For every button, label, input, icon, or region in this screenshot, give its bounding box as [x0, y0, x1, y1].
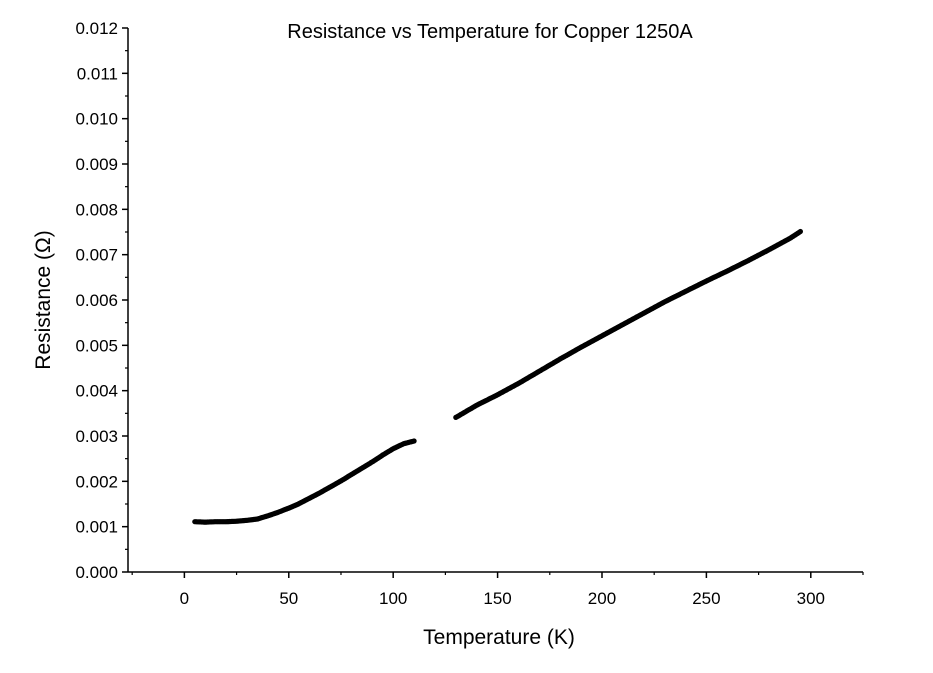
- y-tick-label: 0.012: [75, 19, 118, 38]
- x-tick-label: 50: [279, 589, 298, 608]
- data-point: [411, 438, 417, 444]
- x-tick-label: 0: [180, 589, 189, 608]
- y-tick-label: 0.002: [75, 472, 118, 491]
- y-tick-label: 0.003: [75, 427, 118, 446]
- x-tick-label: 150: [483, 589, 511, 608]
- axes: [127, 28, 863, 573]
- x-axis-title: Temperature (K): [423, 626, 575, 649]
- x-tick-label: 250: [692, 589, 720, 608]
- y-tick-label: 0.005: [75, 336, 118, 355]
- y-tick-label: 0.006: [75, 291, 118, 310]
- data-points: [192, 228, 804, 525]
- y-tick-label: 0.000: [75, 563, 118, 582]
- x-tick-label: 300: [797, 589, 825, 608]
- series-1: [192, 438, 417, 525]
- series-2: [453, 228, 804, 420]
- y-tick-label: 0.001: [75, 518, 118, 537]
- y-tick-label: 0.009: [75, 155, 118, 174]
- ticks: 0.000 0.001 0.002 0.003 0.004 0.005 0.006 0.007…: [75, 19, 864, 608]
- y-tick-label: 0.004: [75, 382, 118, 401]
- y-tick-label: 0.011: [77, 64, 118, 83]
- y-tick-label: 0.010: [75, 110, 118, 129]
- chart-title: Resistance vs Temperature for Copper 125…: [287, 21, 693, 43]
- data-point: [797, 228, 804, 235]
- x-tick-label: 100: [379, 589, 407, 608]
- x-tick-label: 200: [588, 589, 616, 608]
- y-axis-title: Resistance (Ω): [32, 230, 55, 369]
- y-tick-label: 0.008: [75, 200, 118, 219]
- y-tick-label: 0.007: [75, 246, 118, 265]
